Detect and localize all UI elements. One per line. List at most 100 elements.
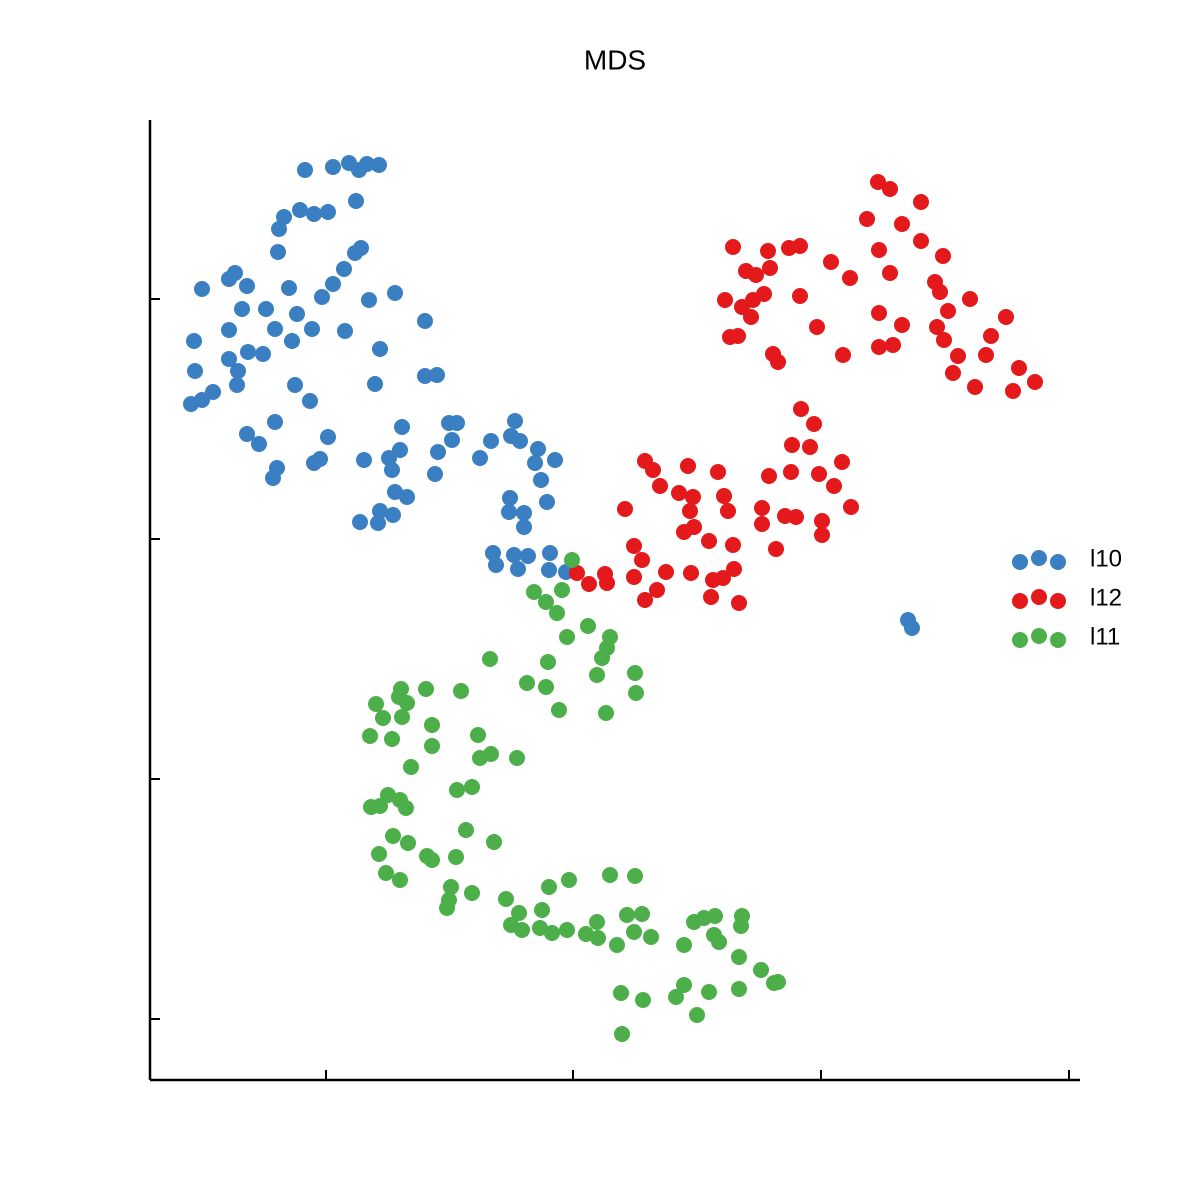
point bbox=[444, 432, 460, 448]
point bbox=[320, 204, 336, 220]
point bbox=[258, 301, 274, 317]
point bbox=[716, 488, 732, 504]
point bbox=[501, 504, 517, 520]
point bbox=[302, 393, 318, 409]
point bbox=[464, 885, 480, 901]
point bbox=[676, 937, 692, 953]
point bbox=[276, 209, 292, 225]
point bbox=[743, 309, 759, 325]
legend-marker bbox=[1050, 593, 1066, 609]
point bbox=[443, 879, 459, 895]
point bbox=[559, 629, 575, 645]
point bbox=[643, 929, 659, 945]
point bbox=[619, 907, 635, 923]
point bbox=[464, 779, 480, 795]
point bbox=[424, 738, 440, 754]
point bbox=[770, 974, 786, 990]
point bbox=[762, 260, 778, 276]
point bbox=[297, 162, 313, 178]
point bbox=[823, 254, 839, 270]
point bbox=[814, 527, 830, 543]
point bbox=[540, 654, 556, 670]
point bbox=[544, 925, 560, 941]
point bbox=[871, 305, 887, 321]
point bbox=[870, 174, 886, 190]
point bbox=[549, 605, 565, 621]
point bbox=[792, 238, 808, 254]
point bbox=[394, 709, 410, 725]
point bbox=[913, 233, 929, 249]
point bbox=[843, 499, 859, 515]
point bbox=[676, 524, 692, 540]
legend-marker bbox=[1012, 593, 1028, 609]
point bbox=[306, 206, 322, 222]
point bbox=[372, 503, 388, 519]
point bbox=[234, 301, 250, 317]
point bbox=[842, 270, 858, 286]
point bbox=[483, 433, 499, 449]
point bbox=[512, 433, 528, 449]
point bbox=[929, 319, 945, 335]
point bbox=[368, 696, 384, 712]
point bbox=[507, 413, 523, 429]
point bbox=[885, 337, 901, 353]
point bbox=[230, 363, 246, 379]
point bbox=[470, 727, 486, 743]
point bbox=[430, 444, 446, 460]
point bbox=[581, 576, 597, 592]
point bbox=[626, 569, 642, 585]
point bbox=[449, 782, 465, 798]
chart-title: MDS bbox=[584, 44, 646, 75]
point bbox=[685, 489, 701, 505]
point bbox=[683, 565, 699, 581]
point bbox=[472, 450, 488, 466]
point bbox=[806, 416, 822, 432]
point bbox=[483, 746, 499, 762]
point bbox=[359, 156, 375, 172]
point bbox=[554, 582, 570, 598]
point bbox=[399, 489, 415, 505]
point bbox=[564, 552, 580, 568]
point bbox=[983, 328, 999, 344]
legend-marker bbox=[1031, 550, 1047, 566]
point bbox=[598, 705, 614, 721]
point bbox=[826, 478, 842, 494]
point bbox=[676, 977, 692, 993]
point bbox=[871, 339, 887, 355]
point bbox=[784, 437, 800, 453]
point bbox=[671, 485, 687, 501]
point bbox=[516, 519, 532, 535]
point bbox=[1027, 374, 1043, 390]
point bbox=[361, 292, 377, 308]
point bbox=[534, 902, 550, 918]
point bbox=[387, 285, 403, 301]
point bbox=[950, 348, 966, 364]
point bbox=[399, 695, 415, 711]
point bbox=[680, 458, 696, 474]
point bbox=[682, 503, 698, 519]
point bbox=[453, 683, 469, 699]
legend-label: l12 bbox=[1090, 584, 1122, 611]
point bbox=[292, 202, 308, 218]
point bbox=[519, 675, 535, 691]
point bbox=[649, 582, 665, 598]
point bbox=[541, 879, 557, 895]
point bbox=[725, 537, 741, 553]
point bbox=[882, 181, 898, 197]
point bbox=[748, 267, 764, 283]
point bbox=[978, 347, 994, 363]
legend-marker bbox=[1031, 628, 1047, 644]
point bbox=[904, 620, 920, 636]
point bbox=[306, 455, 322, 471]
point bbox=[634, 906, 650, 922]
point bbox=[514, 922, 530, 938]
point bbox=[913, 194, 929, 210]
point bbox=[485, 545, 501, 561]
point bbox=[384, 731, 400, 747]
point bbox=[859, 211, 875, 227]
point bbox=[378, 865, 394, 881]
point bbox=[541, 562, 557, 578]
point bbox=[284, 333, 300, 349]
point bbox=[488, 557, 504, 573]
